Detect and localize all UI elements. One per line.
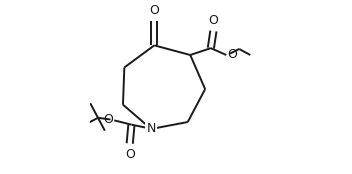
Text: O: O bbox=[103, 113, 113, 126]
Text: O: O bbox=[149, 4, 159, 17]
Text: N: N bbox=[146, 122, 156, 135]
Text: O: O bbox=[227, 48, 237, 61]
Text: O: O bbox=[208, 14, 218, 27]
Text: O: O bbox=[125, 148, 135, 161]
